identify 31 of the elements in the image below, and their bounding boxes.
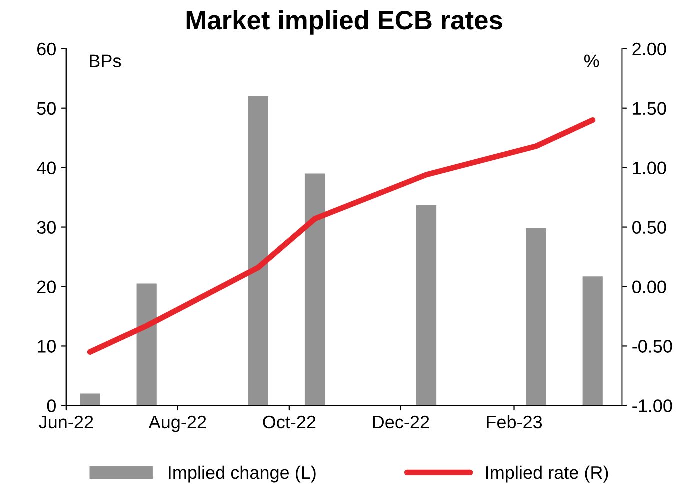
x-tick-label: Jun-22: [39, 416, 94, 429]
y2-tick-label: 1.50: [633, 102, 666, 116]
chart-title: Market implied ECB rates: [186, 10, 502, 35]
y2-axis-title: %: [584, 54, 600, 68]
legend-label: Implied rate (R): [486, 466, 608, 483]
y-axis-title: BPs: [90, 54, 122, 68]
x-tick-label: Aug-22: [148, 416, 206, 432]
y-tick-label: 20: [38, 280, 56, 294]
bar: [136, 284, 157, 406]
y-tick-label: 50: [37, 102, 56, 116]
y-tick-label: 30: [37, 221, 56, 234]
legend-label: Implied change (L): [169, 466, 316, 483]
y2-tick-label: 0.50: [632, 221, 666, 234]
x-tick-label: Feb-23: [487, 415, 542, 429]
bar: [248, 96, 268, 406]
x-tick-label: Dec-22: [373, 416, 430, 429]
y2-tick-label: 0.00: [632, 280, 666, 294]
bar: [416, 205, 437, 406]
y-tick-label: 0: [47, 400, 56, 412]
y2-tick-label: 1.00: [633, 162, 666, 175]
bar: [80, 394, 100, 406]
bar: [304, 174, 326, 406]
bar: [526, 228, 546, 406]
y2-tick-label: -0.50: [632, 340, 672, 353]
y2-tick-label: 2.00: [632, 42, 666, 56]
bar: [582, 276, 603, 406]
y-tick-label: 10: [38, 340, 56, 353]
y2-tick-label: -1.00: [632, 400, 672, 412]
y-tick-label: 40: [37, 162, 56, 175]
x-tick-label: Oct-22: [263, 416, 316, 429]
y-tick-label: 60: [38, 42, 56, 56]
